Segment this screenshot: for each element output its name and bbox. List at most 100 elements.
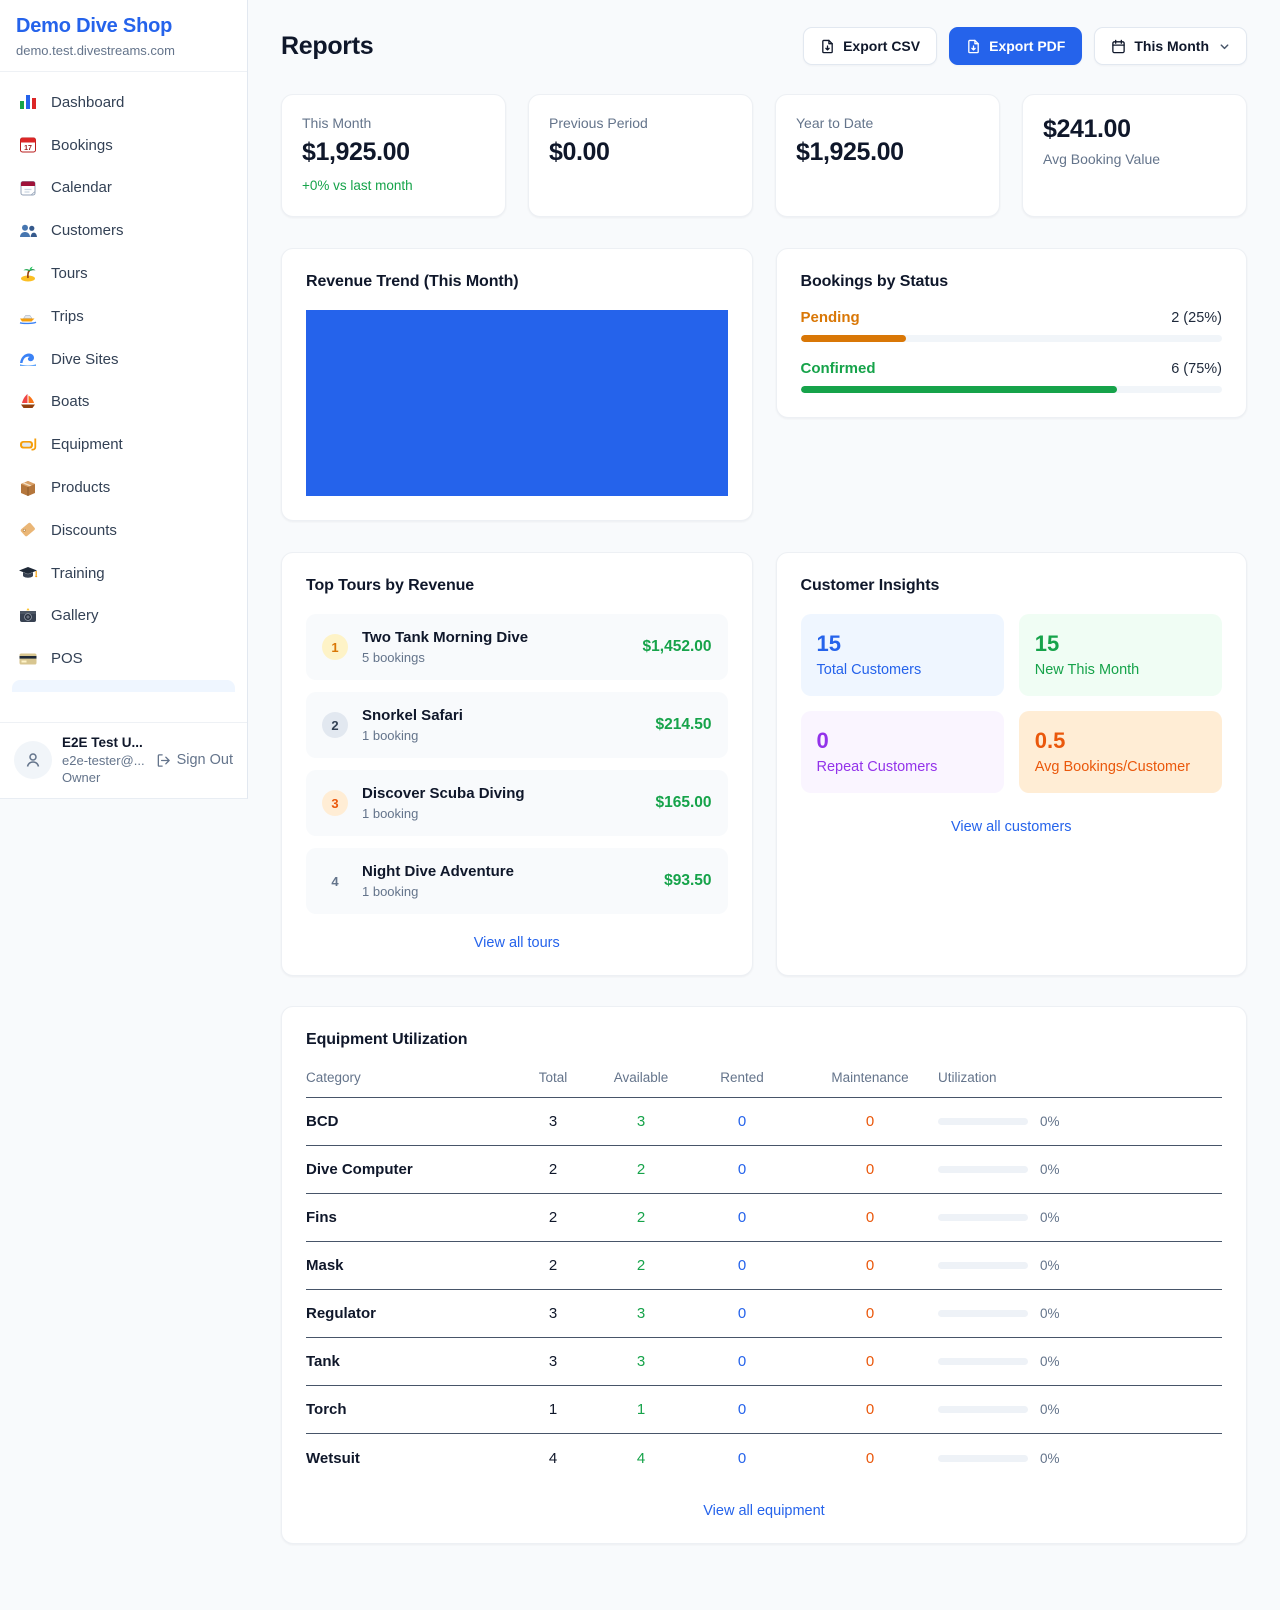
tear-calendar-icon	[18, 178, 38, 198]
utilization-cell: 0%	[938, 1451, 1222, 1466]
sidebar-item-calendar[interactable]: Calendar	[8, 167, 239, 210]
total-cell: 2	[548, 1257, 558, 1274]
sidebar-item-gallery[interactable]: Gallery	[8, 595, 239, 638]
stat-value: $0.00	[549, 138, 610, 166]
tour-bookings: 1 booking	[362, 884, 419, 899]
sidebar-item-dashboard[interactable]: Dashboard	[8, 81, 239, 124]
sidebar-item-bookings[interactable]: 17 Bookings	[8, 124, 239, 167]
utilization-cell: 0%	[938, 1306, 1222, 1321]
sidebar-item-label: Dashboard	[51, 93, 125, 111]
insight-new-this-month: 15 New This Month	[1018, 614, 1222, 696]
sidebar-item-products[interactable]: Products	[8, 466, 239, 509]
column-header: Rented	[720, 1070, 764, 1085]
calendar-icon	[1112, 39, 1126, 53]
sidebar-item-dive-sites[interactable]: Dive Sites	[8, 338, 239, 381]
sidebar-item-training[interactable]: Training	[8, 552, 239, 595]
export-pdf-button[interactable]: Export PDF	[949, 27, 1083, 65]
rented-cell: 0	[737, 1353, 747, 1370]
column-header: Maintenance	[831, 1070, 909, 1085]
category-cell: Wetsuit	[306, 1449, 360, 1467]
top-tours-card: Top Tours by Revenue 1 Two Tank Morning …	[281, 552, 753, 976]
sidebar-item-label: Equipment	[51, 436, 123, 454]
total-cell: 3	[548, 1113, 558, 1130]
total-cell: 1	[548, 1401, 558, 1418]
category-cell: Tank	[306, 1353, 340, 1370]
period-dropdown[interactable]: This Month	[1094, 27, 1247, 65]
calendar-date-icon: 17	[18, 135, 38, 155]
sidebar-user-footer: E2E Test U... e2e-tester@... Owner Sign …	[0, 721, 247, 798]
stat-label: Year to Date	[796, 115, 874, 131]
wave-icon	[18, 349, 38, 369]
sidebar-item-pos[interactable]: POS	[8, 637, 239, 680]
maintenance-cell: 0	[865, 1113, 875, 1130]
utilization-percent: 0%	[1040, 1402, 1060, 1417]
revenue-trend-card: Revenue Trend (This Month)	[281, 248, 753, 521]
available-cell: 3	[636, 1353, 646, 1370]
logout-icon	[157, 754, 170, 767]
top-tours-title: Top Tours by Revenue	[306, 577, 475, 594]
utilization-percent: 0%	[1040, 1210, 1060, 1225]
utilization-cell: 0%	[938, 1402, 1222, 1417]
tour-row: 3 Discover Scuba Diving 1 booking $165.00	[306, 770, 728, 836]
tour-name: Two Tank Morning Dive	[362, 629, 529, 646]
bookings-by-status-title: Bookings by Status	[800, 273, 949, 290]
utilization-percent: 0%	[1040, 1450, 1060, 1466]
sign-out-button[interactable]: Sign Out	[156, 752, 233, 768]
insight-label: Total Customers	[816, 662, 922, 678]
view-all-equipment-link[interactable]: View all equipment	[703, 1503, 825, 1519]
sidebar-item-label: Customers	[51, 222, 124, 240]
page-header: Reports Export CSV Export PDF This Month	[281, 27, 1247, 65]
two-people-icon	[18, 221, 38, 241]
sidebar-nav: Dashboard 17 Bookings Calendar Customers…	[0, 72, 247, 722]
brand-name[interactable]: Demo Dive Shop	[16, 15, 173, 37]
revenue-trend-title: Revenue Trend (This Month)	[306, 273, 519, 290]
period-label: This Month	[1134, 38, 1209, 54]
customer-insights-title: Customer Insights	[800, 577, 940, 594]
island-icon	[18, 264, 38, 284]
tour-name: Snorkel Safari	[362, 707, 463, 724]
rank-badge: 2	[322, 712, 348, 738]
category-cell: Mask	[306, 1257, 344, 1274]
utilization-bar	[938, 1406, 1028, 1413]
column-header: Utilization	[938, 1070, 997, 1085]
sidebar-item-customers[interactable]: Customers	[8, 209, 239, 252]
sidebar-item-trips[interactable]: Trips	[8, 295, 239, 338]
utilization-percent: 0%	[1040, 1354, 1060, 1369]
table-row: Regulator 3 3 0 0 0%	[306, 1290, 1222, 1338]
camera-icon	[18, 606, 38, 626]
brand-domain: demo.test.divestreams.com	[16, 43, 175, 58]
maintenance-cell: 0	[865, 1449, 875, 1467]
status-row-confirmed: Confirmed 6 (75%)	[800, 360, 1222, 393]
view-all-customers-link[interactable]: View all customers	[950, 819, 1072, 835]
view-all-tours-link[interactable]: View all tours	[473, 935, 560, 951]
progress-fill	[800, 335, 906, 342]
insight-value: 15	[1034, 631, 1060, 656]
utilization-bar	[938, 1166, 1028, 1173]
equipment-utilization-card: Equipment Utilization Category Total Ava…	[281, 1006, 1247, 1544]
tour-row: 2 Snorkel Safari 1 booking $214.50	[306, 692, 728, 758]
export-csv-button[interactable]: Export CSV	[803, 27, 938, 65]
sidebar-item-discounts[interactable]: Discounts	[8, 509, 239, 552]
brand: Demo Dive Shop demo.test.divestreams.com	[0, 0, 247, 71]
utilization-bar	[938, 1214, 1028, 1221]
rented-cell: 0	[737, 1257, 747, 1274]
available-cell: 2	[636, 1161, 646, 1178]
maintenance-cell: 0	[865, 1257, 875, 1274]
sidebar-item-boats[interactable]: Boats	[8, 381, 239, 424]
user-role: Owner	[62, 770, 101, 786]
sidebar-item-reports-partial[interactable]	[12, 680, 235, 693]
available-cell: 1	[636, 1401, 646, 1418]
lists-row: Top Tours by Revenue 1 Two Tank Morning …	[281, 552, 1247, 976]
stat-card-avg-booking-value: $241.00 Avg Booking Value	[1022, 94, 1247, 217]
equipment-title: Equipment Utilization	[306, 1031, 468, 1048]
maintenance-cell: 0	[865, 1353, 875, 1370]
page-title: Reports	[281, 31, 374, 60]
rented-cell: 0	[737, 1401, 747, 1418]
sidebar-item-equipment[interactable]: Equipment	[8, 423, 239, 466]
table-row: Mask 2 2 0 0 0%	[306, 1242, 1222, 1290]
stat-value: $1,925.00	[302, 138, 410, 166]
available-cell: 3	[636, 1113, 646, 1130]
main-content: Reports Export CSV Export PDF This Month…	[248, 0, 1280, 1584]
sidebar-item-tours[interactable]: Tours	[8, 252, 239, 295]
equipment-table: Category Total Available Rented Maintena…	[306, 1070, 1222, 1482]
